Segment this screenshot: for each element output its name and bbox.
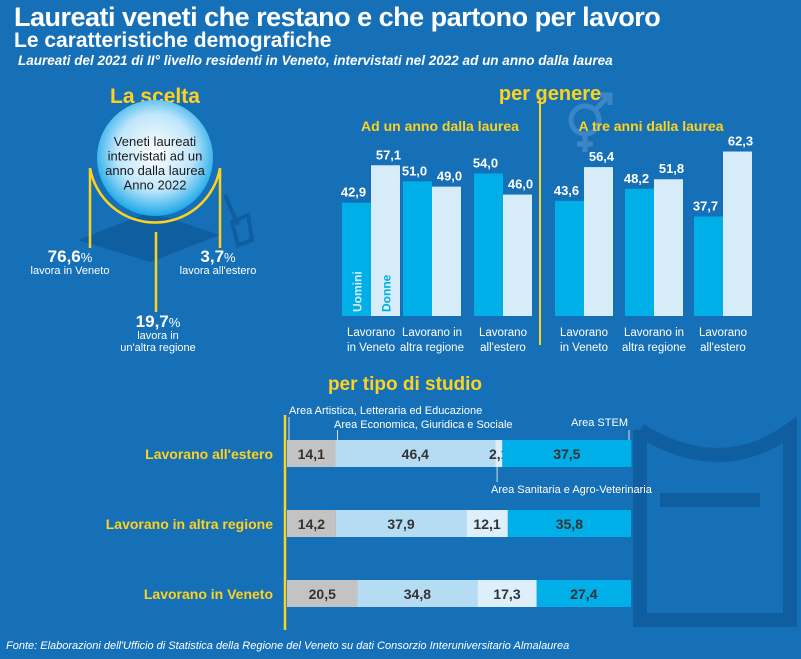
row-label: Lavorano in Veneto (144, 586, 273, 602)
segment-label: 14,2 (298, 516, 325, 532)
segment-label: 27,4 (570, 586, 597, 602)
circle-text: Anno 2022 (124, 178, 187, 193)
source-note: Fonte: Elaborazioni dell'Ufficio di Stat… (6, 640, 570, 652)
bar-label: 43,6 (554, 183, 579, 198)
legend-artistica: Area Artistica, Letteraria ed Educazione (289, 405, 482, 417)
segment (507, 510, 631, 537)
row-label: Lavorano in altra regione (106, 516, 273, 532)
category-label: Lavorano (347, 327, 395, 339)
gender-symbols-icon (568, 92, 613, 152)
segment (335, 510, 467, 537)
segment-label: 46,4 (402, 446, 429, 462)
segment-label: 37,9 (387, 516, 414, 532)
bar-donne (432, 186, 461, 316)
segment (495, 440, 503, 467)
segment (287, 510, 336, 537)
segment-label: 17,3 (493, 586, 520, 602)
segment (466, 510, 508, 537)
scelta-label-regione: un'altra regione (120, 342, 196, 354)
category-label: all'estero (700, 342, 746, 354)
category-label: all'estero (480, 342, 526, 354)
segment-label: 12,1 (473, 516, 500, 532)
category-label: in Veneto (347, 342, 395, 354)
segment-label: 35,8 (556, 516, 583, 532)
segment-label: 34,8 (404, 586, 431, 602)
bar-uomini (403, 181, 432, 316)
page-subtitle: Le caratteristiche demografiche (14, 29, 332, 52)
scelta-label-estero: lavora all'estero (180, 265, 257, 277)
bar-donne (371, 165, 400, 316)
category-label: Lavorano in (402, 327, 462, 339)
bar-label: 56,4 (589, 149, 615, 164)
segment-label: 20,5 (309, 586, 336, 602)
bar-label: 51,0 (402, 163, 427, 178)
circle-text: Veneti laureati (114, 134, 197, 149)
scelta-circle (97, 100, 213, 216)
bar-uomini (625, 188, 654, 316)
scelta-label-regione: lavora in (137, 330, 179, 342)
bar-label: 62,3 (728, 134, 753, 149)
scelta-arc (88, 167, 222, 224)
series-label-donne: Donne (380, 274, 394, 312)
bar-uomini (694, 216, 723, 316)
bar-label: 49,0 (437, 169, 462, 184)
category-label: Lavorano (479, 327, 527, 339)
bar-label: 37,7 (693, 198, 718, 213)
bar-donne (654, 179, 683, 316)
bar-label: 46,0 (508, 177, 533, 192)
page-title: Laureati veneti che restano e che parton… (14, 2, 661, 32)
circle-text: anno dalla laurea (105, 163, 206, 178)
segment (536, 580, 631, 607)
bar-label: 48,2 (624, 171, 649, 186)
category-label: in Veneto (560, 342, 608, 354)
legend-stem: Area STEM (571, 417, 628, 429)
segment-label: 37,5 (553, 446, 580, 462)
gender-heading: per genere (499, 83, 601, 105)
bar-label: 54,0 (473, 155, 498, 170)
scelta-label-veneto: lavora in Veneto (31, 265, 110, 277)
series-label-uomini: Uomini (351, 271, 365, 312)
bar-uomini (474, 173, 503, 316)
segment (502, 440, 632, 467)
segment (477, 580, 537, 607)
bar-uomini (555, 200, 584, 316)
legend-sanitaria: Area Sanitaria e Agro-Veterinaria (491, 484, 653, 496)
category-label: altra regione (622, 342, 686, 354)
page-note: Laureati del 2021 di II° livello residen… (18, 53, 613, 68)
scelta-value-estero: 3,7% (200, 247, 236, 266)
circle-text: intervistati ad un (108, 149, 203, 164)
legend-economica: Area Economica, Giuridica e Sociale (334, 419, 513, 431)
scelta-value-veneto: 76,6% (48, 247, 93, 266)
segment-label: 14,1 (298, 446, 325, 462)
segment (335, 440, 496, 467)
bar-donne (503, 194, 532, 316)
graduation-cap-icon (78, 212, 220, 262)
category-label: Lavorano (560, 327, 608, 339)
bar-donne (584, 167, 613, 316)
studio-heading: per tipo di studio (328, 374, 482, 395)
segment (357, 580, 478, 607)
gender-subtitle: A tre anni dalla laurea (579, 118, 724, 134)
segment (287, 580, 358, 607)
book-icon (633, 416, 797, 627)
category-label: Lavorano (699, 327, 747, 339)
scelta-heading: La scelta (110, 85, 200, 108)
row-label: Lavorano all'estero (145, 446, 273, 462)
category-label: altra regione (400, 342, 464, 354)
bar-donne (723, 151, 752, 316)
category-label: Lavorano in (624, 327, 684, 339)
bar-uomini (342, 202, 371, 316)
segment (287, 440, 336, 467)
bar-label: 42,9 (341, 185, 366, 200)
gender-subtitle: Ad un anno dalla laurea (361, 118, 519, 134)
scelta-value-regione: 19,7% (136, 312, 181, 331)
bar-label: 51,8 (659, 161, 684, 176)
shovel-icon (223, 194, 255, 248)
bar-label: 57,1 (376, 147, 401, 162)
